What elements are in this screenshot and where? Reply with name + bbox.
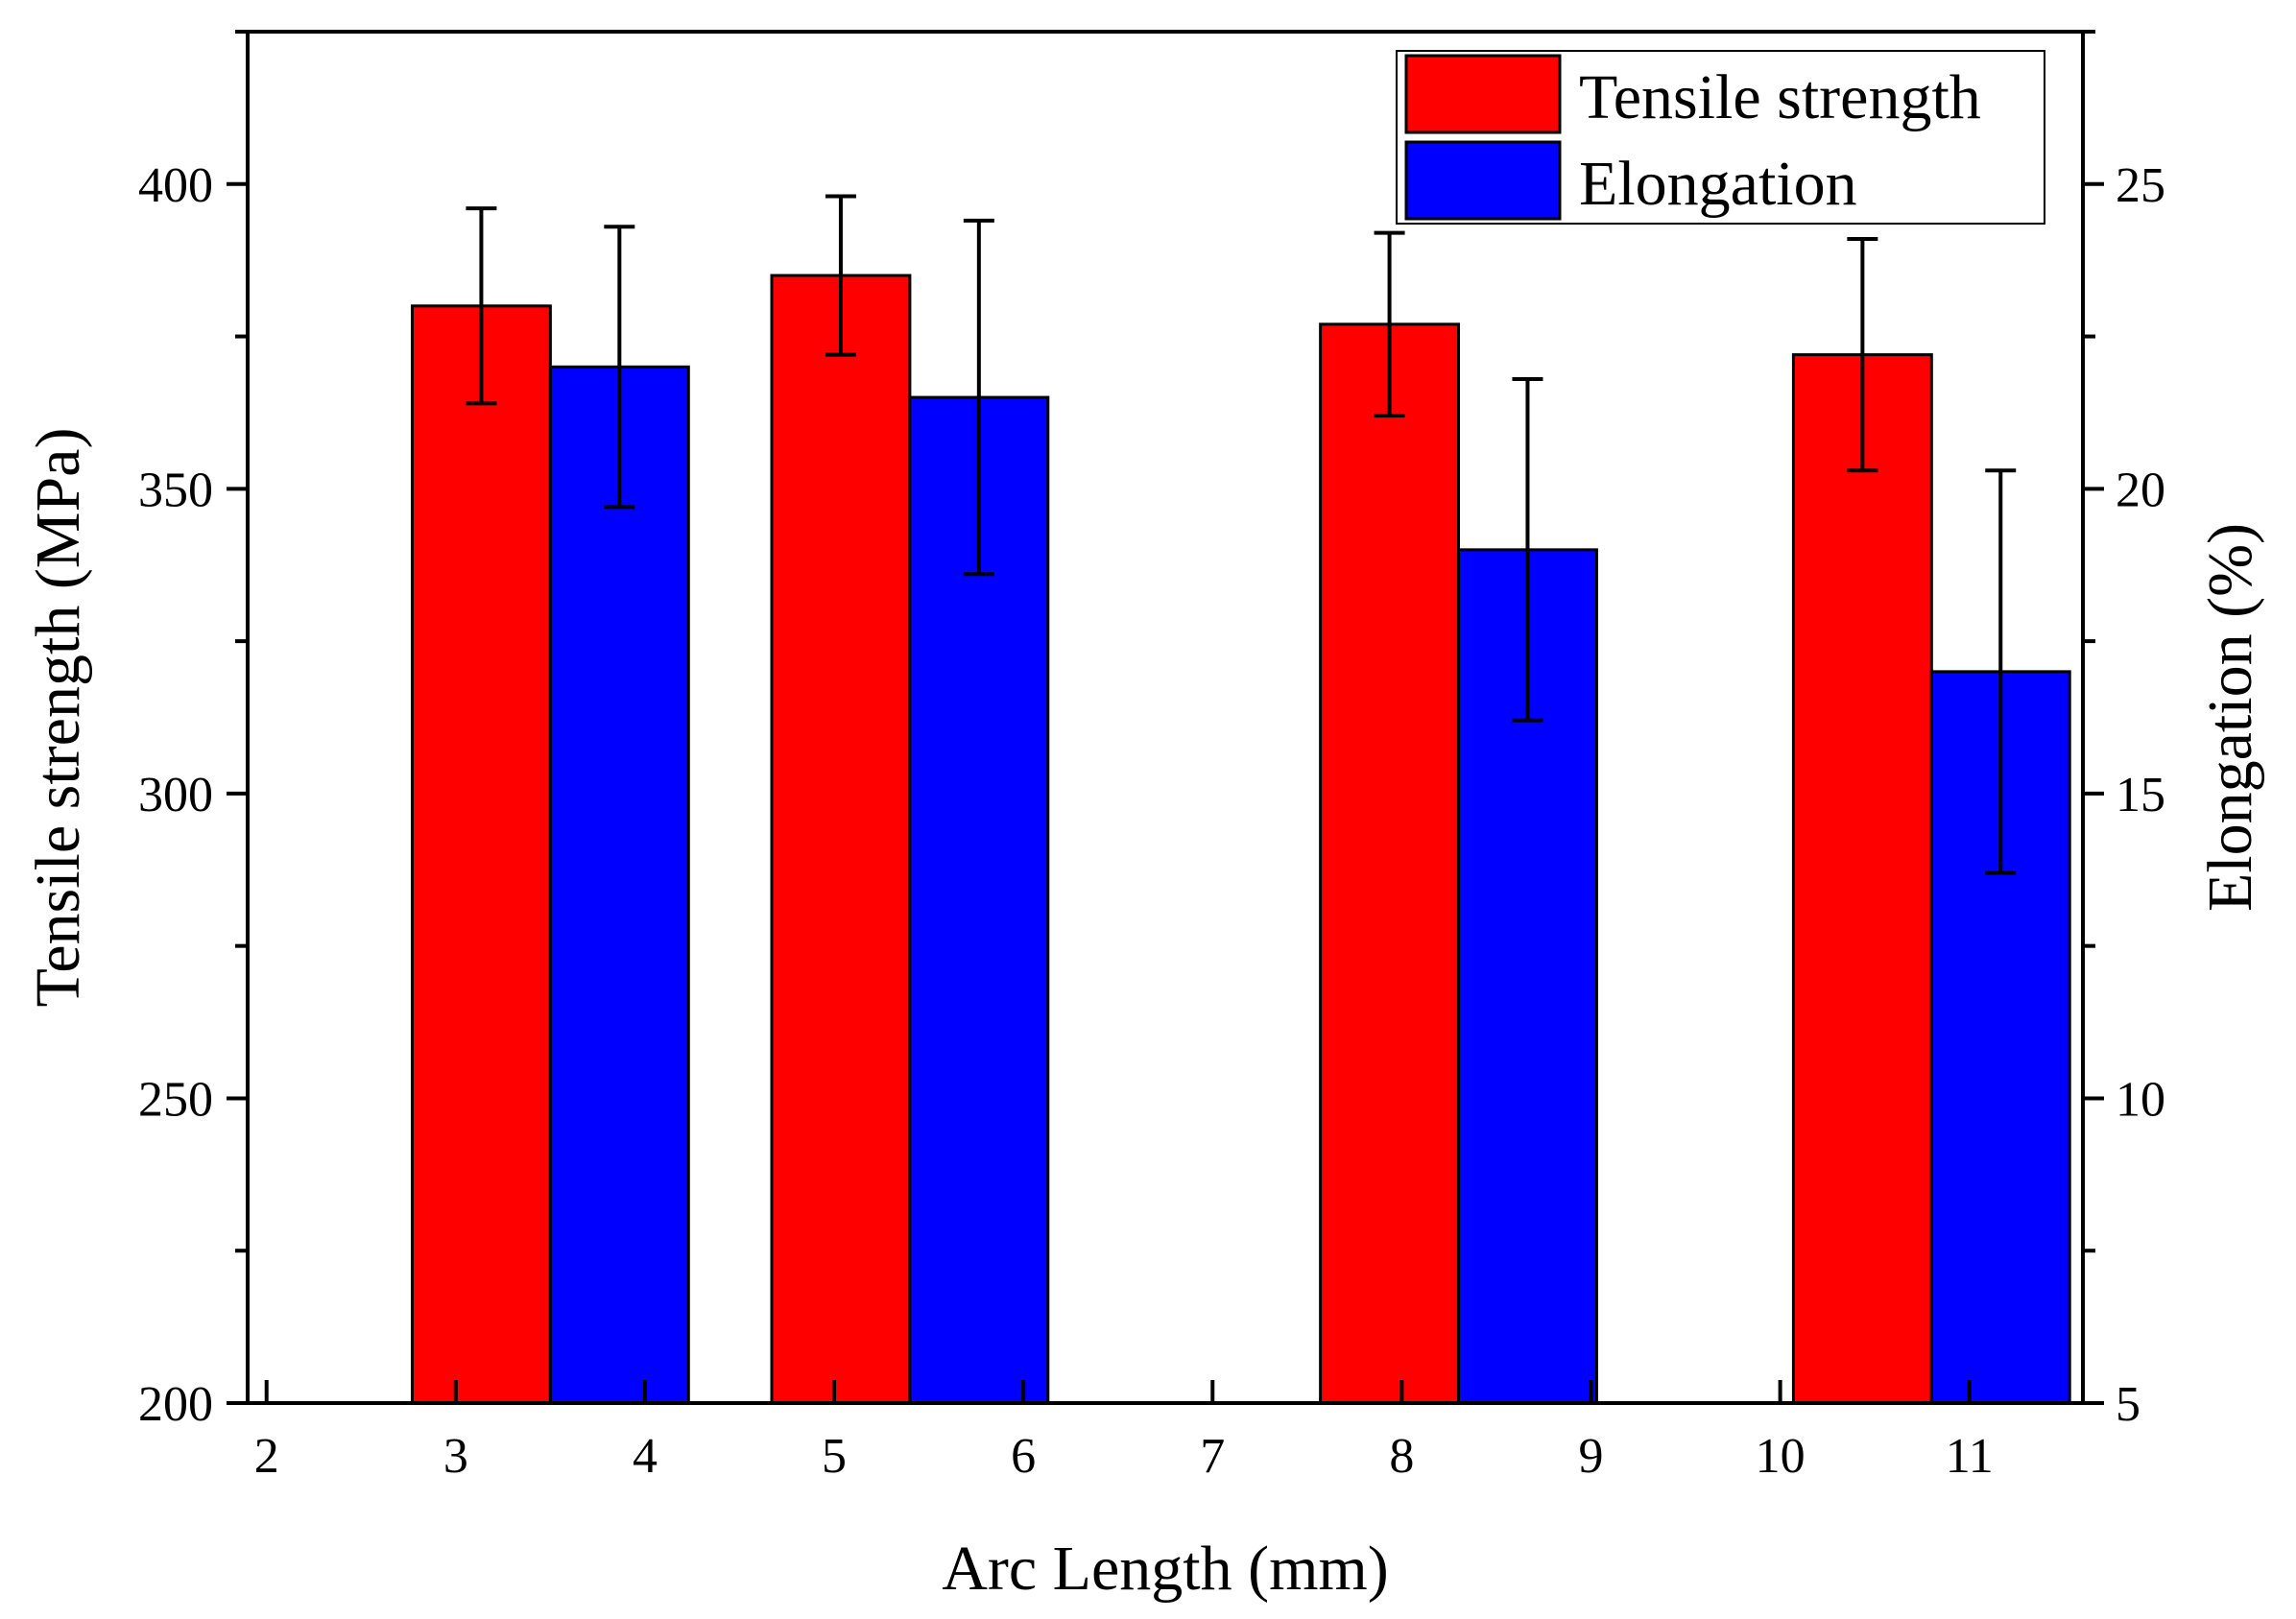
- tensile-bar-3: [1791, 353, 1933, 1405]
- legend: Tensile strength Elongation: [1396, 50, 2045, 225]
- x-tick-label-3: 3: [443, 1429, 468, 1484]
- legend-label-tensile: Tensile strength: [1579, 62, 1981, 132]
- y-left-tick-label-250: 250: [138, 1072, 213, 1127]
- left-y-axis-title: Tensile strength (MPa): [23, 428, 93, 1008]
- x-tick-label-4: 4: [633, 1429, 658, 1484]
- x-tick-label-7: 7: [1200, 1429, 1225, 1484]
- legend-label-elongation: Elongation: [1579, 149, 1857, 219]
- tensile-bar-2: [1319, 322, 1461, 1405]
- y-right-tick-label-5: 5: [2116, 1377, 2141, 1432]
- right-y-axis-title: Elongation (%): [2195, 523, 2265, 912]
- legend-swatch-tensile: [1404, 54, 1562, 134]
- error-bars-layer: [466, 194, 2017, 875]
- y-right-tick-label-10: 10: [2116, 1072, 2165, 1127]
- tensile-bar-1: [770, 274, 912, 1405]
- x-axis-title: Arc Length (mm): [942, 1534, 1389, 1604]
- x-tick-label-11: 11: [1946, 1429, 1994, 1484]
- x-tick-label-5: 5: [822, 1429, 847, 1484]
- elongation-bar-0: [548, 365, 690, 1405]
- y-right-tick-label-20: 20: [2116, 463, 2165, 517]
- x-tick-label-8: 8: [1389, 1429, 1414, 1484]
- bars-layer: [410, 274, 2071, 1405]
- x-tick-label-9: 9: [1579, 1429, 1604, 1484]
- y-right-tick-label-15: 15: [2116, 768, 2165, 822]
- y-left-tick-label-300: 300: [138, 768, 213, 822]
- y-left-tick-label-400: 400: [138, 158, 213, 213]
- plot-frame: [246, 30, 2085, 1405]
- y-left-tick-label-350: 350: [138, 463, 213, 517]
- ticks-layer: 2 3 4 5 6 7 8 9 10 11 200 250 300 350 400 5 10 15 20 25: [138, 30, 2165, 1484]
- x-tick-label-10: 10: [1756, 1429, 1806, 1484]
- y-left-tick-label-200: 200: [138, 1377, 213, 1432]
- x-tick-label-6: 6: [1011, 1429, 1036, 1484]
- y-right-tick-label-25: 25: [2116, 158, 2165, 213]
- x-tick-label-2: 2: [254, 1429, 279, 1484]
- tensile-bar-0: [410, 304, 552, 1405]
- legend-swatch-elongation: [1404, 140, 1562, 221]
